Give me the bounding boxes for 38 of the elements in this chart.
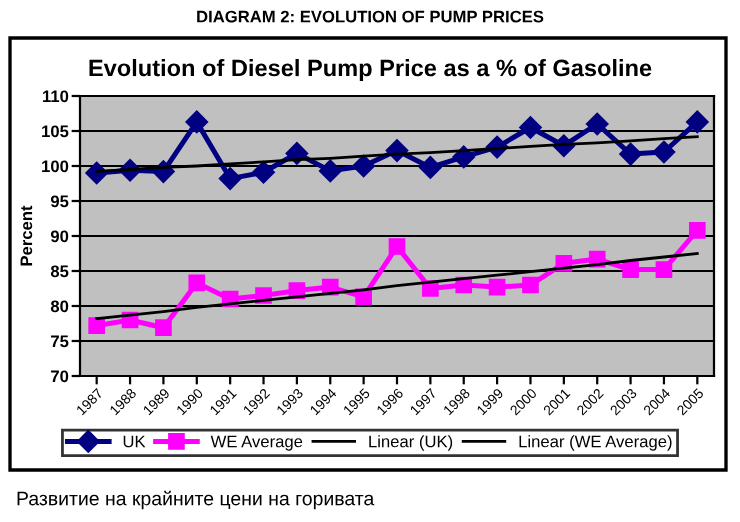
point [586, 112, 609, 136]
point [522, 276, 539, 294]
point [188, 274, 206, 292]
point [688, 222, 706, 239]
point [155, 319, 172, 337]
legend-label: Linear (WE Average) [519, 435, 672, 451]
y-tick-label: 100 [42, 160, 69, 173]
point [652, 140, 676, 164]
text: Развитие на крайните цени на горивата [17, 490, 375, 510]
y-tick-label: 85 [50, 265, 69, 278]
point [88, 317, 106, 334]
point [686, 110, 709, 134]
y-tick-label: 90 [50, 230, 69, 243]
chart-subtitle: Evolution of Diesel Pump Price as a % of Gasoline [89, 59, 652, 81]
legend-label: UK [123, 435, 146, 448]
point [619, 142, 642, 166]
y-tick-label: 110 [43, 90, 69, 103]
point [519, 116, 542, 139]
y-tick-label: 80 [50, 300, 69, 313]
point [488, 278, 506, 296]
point [388, 238, 406, 255]
point [622, 261, 639, 278]
point [185, 110, 208, 134]
legend-label: WE Average [210, 435, 303, 451]
point [352, 154, 375, 178]
y-tick-label: 70 [51, 370, 69, 383]
point [218, 167, 242, 190]
chart-title: DIAGRAM 2: EVOLUTION OF PUMP PRICES [197, 10, 544, 23]
point [252, 161, 275, 184]
point [319, 159, 342, 183]
legend-label: Linear (UK) [369, 435, 453, 451]
point [285, 142, 309, 165]
y-tick-label: 75 [51, 335, 69, 348]
point [655, 261, 673, 278]
y-tick-label: 95 [50, 195, 69, 208]
y-tick-label: 105 [42, 125, 69, 138]
point [419, 156, 442, 179]
y-axis-title: Percent [20, 205, 33, 266]
